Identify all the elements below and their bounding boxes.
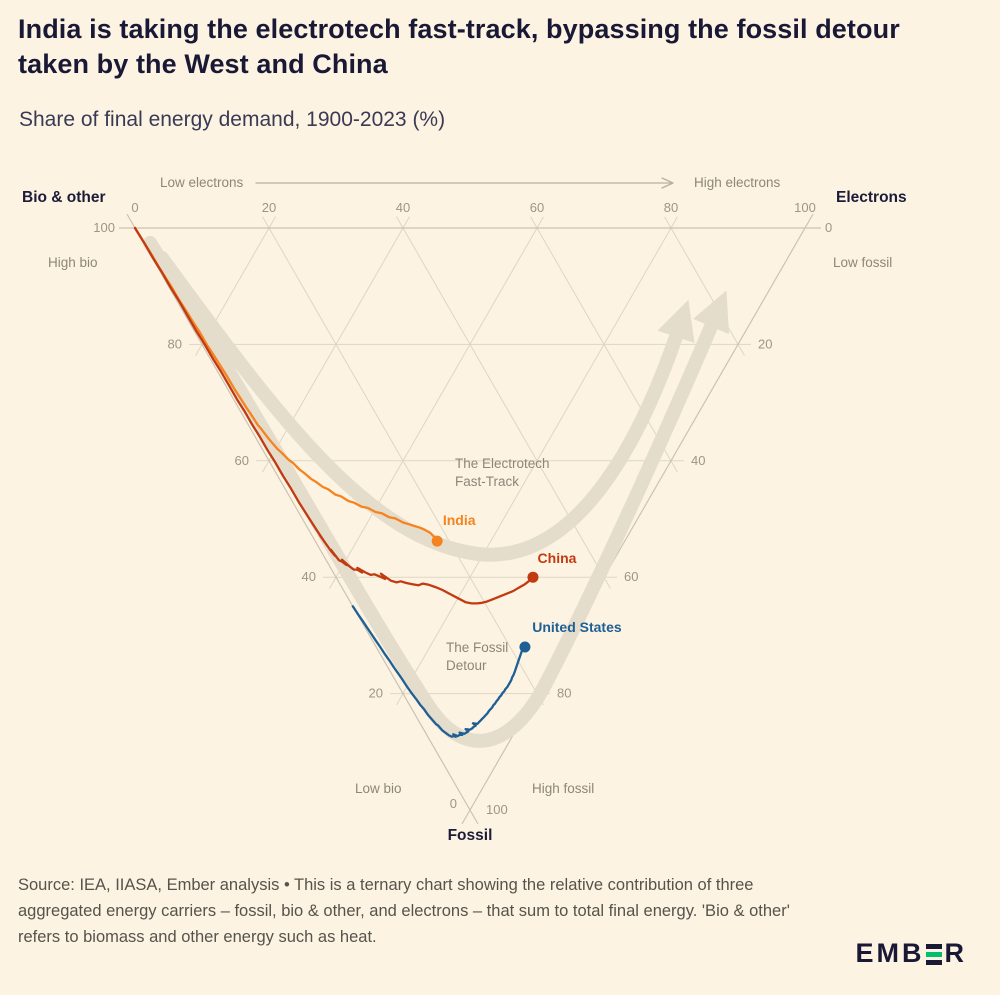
series-label-india: India [443, 512, 476, 528]
tick-label-fossil: 80 [557, 686, 571, 701]
ember-logo-text-after: R [944, 938, 967, 968]
axis-direction-low-bio: Low bio [355, 781, 402, 796]
tick-label-electrons: 60 [530, 200, 544, 215]
tick-label-fossil: 60 [624, 569, 638, 584]
axis-direction-high-electrons: High electrons [694, 175, 781, 190]
axis-direction-low-fossil: Low fossil [833, 255, 892, 270]
tick-label-bio: 20 [369, 686, 383, 701]
page-subtitle: Share of final energy demand, 1900-2023 … [19, 108, 446, 131]
grid-line [329, 216, 544, 589]
electrons-direction-arrow-icon [255, 177, 674, 189]
triangle-edge [126, 213, 479, 825]
page-title: India is taking the electrotech fast-tra… [18, 14, 900, 80]
ember-logo: EMB R [856, 938, 968, 969]
tick-label-electrons: 0 [131, 200, 138, 215]
annotation-fossil-detour: The Fossil Detour [446, 640, 508, 673]
grid-line [530, 216, 678, 473]
source-note: Source: IEA, IIASA, Ember analysis • Thi… [18, 876, 790, 947]
series-label-china: China [538, 550, 577, 566]
grid-line [664, 216, 745, 356]
series-endpoint-china [527, 571, 539, 583]
tick-label-fossil: 100 [486, 802, 508, 817]
axis-name-fossil: Fossil [448, 827, 493, 844]
trend-arrow-fast-track [155, 251, 695, 562]
tick-label-electrons: 80 [664, 200, 678, 215]
series-endpoint-united-states [519, 641, 531, 653]
ember-logo-e-icon [925, 943, 942, 965]
axis-direction-low-electrons: Low electrons [160, 175, 244, 190]
series-line-india [133, 226, 439, 543]
series-label-united-states: United States [532, 619, 622, 635]
tick-label-bio: 80 [168, 336, 182, 351]
axis-name-bio-other: Bio & other [22, 189, 106, 206]
annotation-fast-track: The Electrotech Fast-Track [455, 456, 550, 489]
tick-label-bio: 0 [450, 796, 457, 811]
axis-direction-high-fossil: High fossil [532, 781, 594, 796]
tick-label-fossil: 20 [758, 336, 772, 351]
tick-label-fossil: 0 [825, 220, 832, 235]
tick-label-bio: 40 [302, 569, 316, 584]
trend-arrow-fossil-detour [143, 236, 730, 748]
ternary-chart: 0 20 40 60 80 100 100 80 60 40 20 0 0 20 40 60 80 100 Low … [22, 175, 907, 844]
axis-direction-high-bio: High bio [48, 255, 98, 270]
tick-label-bio: 60 [235, 453, 249, 468]
tick-label-fossil: 40 [691, 453, 705, 468]
tick-label-electrons: 100 [794, 200, 816, 215]
series-line-china [133, 226, 535, 605]
ember-logo-text-before: EMB [855, 938, 925, 968]
tick-label-bio: 100 [93, 220, 115, 235]
axis-name-electrons: Electrons [836, 189, 907, 206]
tick-label-electrons: 20 [262, 200, 276, 215]
series-endpoint-india [431, 535, 443, 547]
tick-label-electrons: 40 [396, 200, 410, 215]
series-line-united-states [351, 605, 527, 738]
